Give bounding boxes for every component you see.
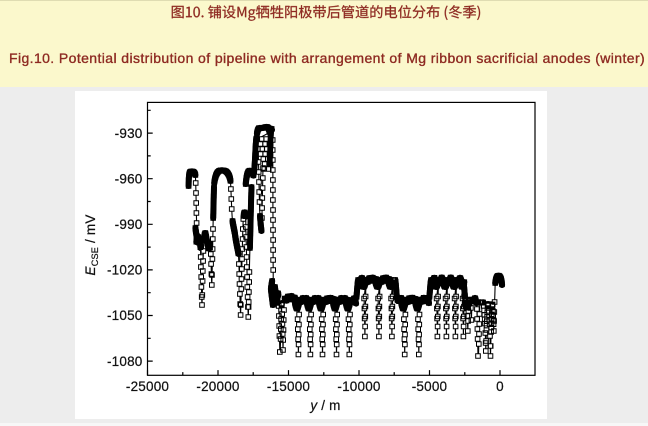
svg-text:-930: -930 — [115, 126, 143, 141]
svg-text:-1020: -1020 — [107, 263, 143, 278]
svg-text:y / m: y / m — [309, 398, 340, 413]
svg-text:-25000: -25000 — [126, 379, 169, 394]
svg-text:-15000: -15000 — [267, 379, 310, 394]
svg-text:-960: -960 — [115, 171, 143, 186]
svg-text:-10000: -10000 — [337, 379, 380, 394]
svg-text:-5000: -5000 — [412, 379, 448, 394]
svg-text:-990: -990 — [115, 217, 143, 232]
svg-text:-1050: -1050 — [107, 308, 143, 323]
svg-text:ECSE / mV: ECSE / mV — [83, 214, 100, 275]
svg-text:-1080: -1080 — [107, 354, 143, 369]
svg-text:0: 0 — [496, 379, 504, 394]
svg-text:-20000: -20000 — [196, 379, 239, 394]
